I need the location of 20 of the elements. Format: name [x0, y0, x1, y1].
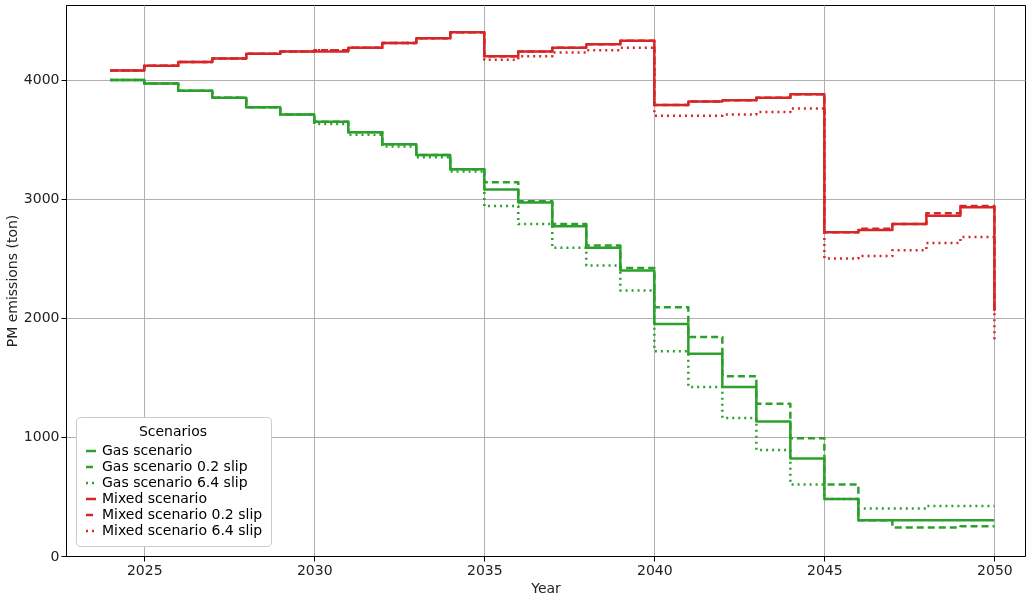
y-tick-label: 1000 — [23, 428, 60, 445]
y-tick-label: 2000 — [23, 309, 60, 326]
x-axis-title: Year — [530, 579, 562, 596]
legend-label: Gas scenario 0.2 slip — [102, 458, 248, 474]
y-tick-label: 0 — [50, 547, 60, 564]
y-axis-title: PM emissions (ton) — [3, 214, 20, 348]
legend-label: Mixed scenario 6.4 slip — [102, 522, 263, 538]
x-tick-label: 2025 — [126, 561, 163, 578]
y-tick-label: 3000 — [23, 190, 60, 207]
y-tick-label: 4000 — [23, 71, 60, 88]
x-tick-label: 2050 — [977, 561, 1013, 578]
legend-label: Mixed scenario — [102, 490, 208, 506]
legend-label: Mixed scenario 0.2 slip — [102, 506, 263, 522]
legend-title: Scenarios — [138, 423, 208, 439]
x-tick-label: 2030 — [296, 561, 333, 578]
x-tick-label: 2035 — [466, 561, 503, 578]
x-tick-label: 2040 — [637, 561, 673, 578]
x-tick-label: 2045 — [807, 561, 843, 578]
legend-label: Gas scenario 6.4 slip — [102, 474, 248, 490]
legend-label: Gas scenario — [102, 442, 193, 458]
